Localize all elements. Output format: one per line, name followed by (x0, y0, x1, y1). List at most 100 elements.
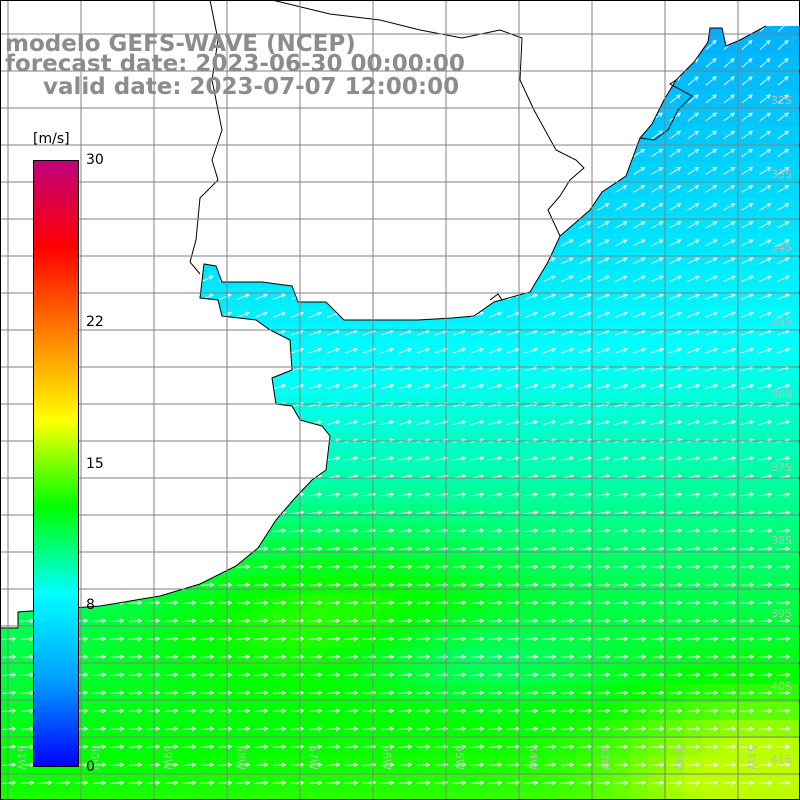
wind-arrow (471, 203, 484, 211)
wind-speed-cell (108, 270, 127, 289)
wind-arrow (344, 257, 358, 265)
wind-speed-cell (180, 270, 199, 289)
wind-speed-cell (792, 180, 800, 199)
wind-speed-cell (558, 90, 577, 109)
wind-arrow (182, 401, 197, 408)
wind-arrow (129, 203, 142, 211)
wind-arrow (274, 4, 283, 13)
wind-arrow (254, 654, 269, 660)
wind-arrow (704, 546, 719, 552)
wind-arrow (290, 564, 305, 570)
wind-speed-cell (162, 378, 181, 397)
wind-arrow (525, 39, 537, 50)
wind-speed-cell (0, 792, 19, 800)
wind-speed-cell (252, 522, 271, 541)
wind-arrow (542, 293, 556, 300)
wind-speed-cell (162, 342, 181, 361)
wind-arrow (110, 293, 124, 300)
wind-arrow (380, 654, 395, 660)
wind-arrow (776, 347, 791, 354)
wind-arrow (344, 582, 359, 588)
wind-speed-cell (0, 108, 19, 127)
wind-arrow (129, 148, 142, 158)
wind-arrow (20, 347, 35, 354)
wind-arrow (723, 76, 735, 86)
wind-arrow (236, 329, 250, 336)
wind-speed-cell (216, 324, 235, 343)
wind-arrow (236, 528, 251, 534)
latitude-label: 40S (771, 680, 792, 693)
wind-speed-cell (144, 378, 163, 397)
wind-arrow (236, 582, 251, 588)
wind-speed-cell (396, 792, 415, 800)
wind-arrow (110, 690, 125, 696)
wind-arrow (164, 726, 179, 732)
wind-speed-cell (90, 342, 109, 361)
wind-arrow (489, 166, 502, 175)
colorbar (33, 160, 79, 767)
wind-arrow (328, 4, 337, 13)
wind-arrow (507, 148, 520, 158)
wind-arrow (416, 762, 431, 768)
wind-speed-cell (378, 198, 397, 217)
wind-arrow (182, 492, 197, 497)
wind-speed-cell (468, 54, 487, 73)
wind-arrow (236, 654, 251, 660)
wind-arrow (110, 257, 124, 265)
wind-speed-cell (324, 0, 343, 19)
wind-arrow (651, 58, 663, 68)
wind-speed-cell (270, 0, 289, 19)
wind-arrow (128, 347, 143, 354)
wind-arrow (21, 130, 34, 140)
wind-speed-cell (216, 540, 235, 559)
wind-arrow (668, 510, 683, 515)
wind-speed-cell (324, 234, 343, 253)
wind-arrow (220, 4, 229, 13)
wind-speed-cell (522, 90, 541, 109)
wind-arrow (542, 600, 557, 606)
wind-arrow (20, 564, 35, 570)
wind-arrow (489, 76, 501, 86)
wind-arrow (20, 600, 35, 606)
wind-arrow (92, 582, 107, 588)
wind-arrow (777, 239, 790, 247)
wind-arrow (308, 618, 323, 624)
wind-arrow (380, 528, 395, 534)
wind-speed-cell (252, 396, 271, 415)
wind-speed-cell (270, 414, 289, 433)
wind-speed-cell (558, 162, 577, 181)
wind-arrow (740, 708, 755, 714)
wind-speed-cell (126, 198, 145, 217)
wind-speed-cell (468, 90, 487, 109)
wind-arrow (596, 528, 611, 534)
wind-arrow (543, 58, 555, 68)
wind-arrow (200, 780, 215, 786)
wind-arrow (164, 780, 179, 786)
wind-arrow (507, 221, 520, 229)
wind-speed-cell (432, 180, 451, 199)
wind-speed-cell (288, 108, 307, 127)
wind-arrow (416, 744, 431, 750)
wind-speed-cell (162, 252, 181, 271)
wind-speed-cell (162, 126, 181, 145)
wind-arrow (470, 420, 485, 425)
wind-arrow (272, 618, 287, 624)
wind-speed-cell (540, 0, 559, 19)
wind-arrow (615, 166, 628, 175)
wind-arrow (398, 456, 413, 461)
wind-arrow (759, 148, 772, 158)
wind-speed-cell (18, 792, 37, 800)
wind-speed-cell (522, 180, 541, 199)
wind-arrow (650, 636, 665, 642)
colorbar-tick-label: 15 (86, 455, 104, 472)
wind-speed-cell (594, 792, 613, 800)
wind-speed-cell (450, 180, 469, 199)
wind-arrow (704, 726, 719, 732)
wind-speed-cell (162, 324, 181, 343)
wind-speed-cell (306, 792, 325, 800)
wind-arrow (183, 130, 196, 140)
wind-speed-cell (216, 396, 235, 415)
wind-arrow (416, 311, 430, 318)
wind-speed-cell (792, 396, 800, 415)
